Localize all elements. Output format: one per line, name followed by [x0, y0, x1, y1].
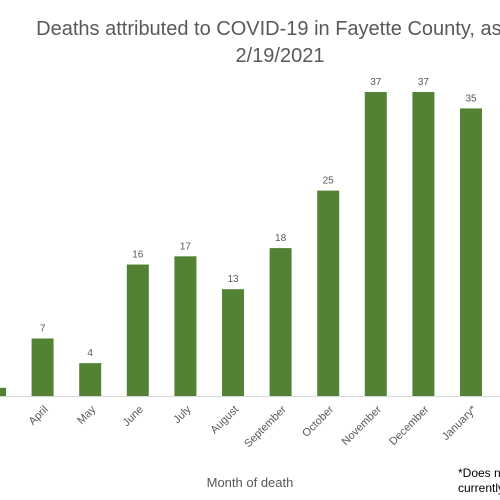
data-label: 25 [323, 176, 335, 187]
x-tick-label: May [75, 403, 99, 427]
x-axis-title: Month of death [206, 475, 294, 490]
bar-august [222, 289, 244, 396]
data-label: 7 [40, 323, 46, 334]
x-tick-label: November [340, 403, 385, 448]
bar-may [79, 363, 102, 396]
x-tick-label: December [387, 403, 432, 448]
x-tick-label: July [171, 403, 194, 426]
x-tick-label: October [300, 403, 336, 439]
footnote-line-2: currently b [458, 481, 500, 495]
data-label: 13 [227, 274, 239, 285]
data-label: 37 [418, 77, 430, 88]
bar-july [174, 256, 197, 396]
data-label: 18 [275, 233, 287, 244]
bar-october [317, 190, 340, 396]
x-tick-label: January* [440, 403, 480, 443]
footnote: *Does n currently b [458, 466, 500, 496]
bar-november [364, 92, 387, 396]
data-label: 4 [87, 348, 93, 359]
data-label: 37 [370, 77, 382, 88]
bar-april [31, 338, 54, 396]
x-tick-label: June [121, 404, 146, 429]
footnote-line-1: *Does n [458, 466, 500, 480]
bar-june [126, 264, 149, 396]
bar-march [0, 387, 6, 396]
bar-september [269, 248, 292, 396]
data-label: 35 [465, 93, 477, 104]
data-label: 16 [132, 250, 144, 261]
x-tick-label: August [208, 404, 241, 437]
chart-title: Deaths attributed to COVID-19 in Fayette… [36, 18, 500, 40]
chart-title-date: 2/19/2021 [235, 45, 325, 67]
bar-december [412, 92, 435, 396]
bar-january [460, 108, 482, 396]
x-tick-label: April [27, 404, 51, 428]
data-label: 17 [180, 241, 192, 252]
x-tick-label: September [242, 403, 289, 450]
